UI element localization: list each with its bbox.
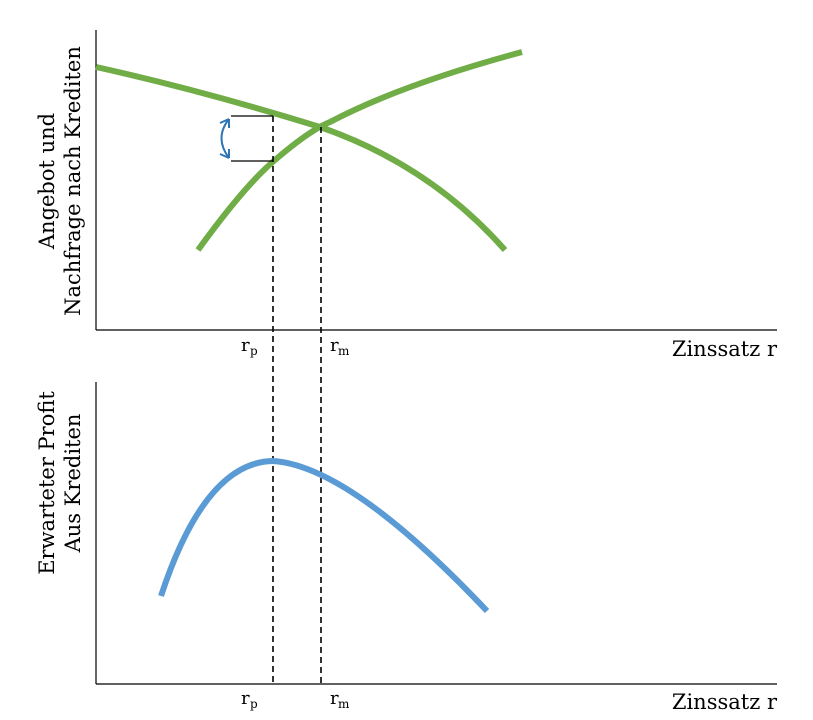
- bottom-tick-rm-sub: m: [338, 697, 350, 711]
- top-tick-rp: r p: [241, 335, 258, 358]
- bottom-tick-rm: r m: [330, 688, 350, 711]
- bottom-tick-rp-main: r: [241, 688, 250, 709]
- top-x-label: Zinssatz r: [672, 337, 778, 361]
- top-y-label-line2: Nachfrage nach Krediten: [61, 46, 85, 316]
- bottom-x-label: Zinssatz r: [672, 690, 778, 714]
- bottom-tick-rp: r p: [241, 688, 258, 711]
- bottom-y-label-line1: Erwarteter Profit: [35, 391, 59, 575]
- loan-supply-curve: [195, 49, 523, 252]
- excess-demand-arrow-icon: [219, 118, 230, 159]
- top-y-label-line1: Angebot und: [35, 113, 59, 250]
- top-tick-rm: r m: [330, 335, 350, 358]
- bottom-tick-rm-main: r: [330, 688, 339, 709]
- top-tick-rm-main: r: [330, 335, 339, 356]
- top-tick-rp-sub: p: [250, 344, 258, 358]
- loan-demand-curve: [95, 64, 508, 252]
- top-tick-rp-main: r: [241, 335, 250, 356]
- bottom-panel: Erwarteter Profit Aus Krediten Zinssatz …: [35, 382, 778, 714]
- top-panel: Angebot und Nachfrage nach Krediten Zins…: [35, 30, 778, 361]
- bottom-y-label-line2: Aus Krediten: [61, 414, 85, 554]
- top-tick-rm-sub: m: [338, 344, 350, 358]
- expected-profit-curve: [158, 457, 490, 614]
- bottom-tick-rp-sub: p: [250, 697, 258, 711]
